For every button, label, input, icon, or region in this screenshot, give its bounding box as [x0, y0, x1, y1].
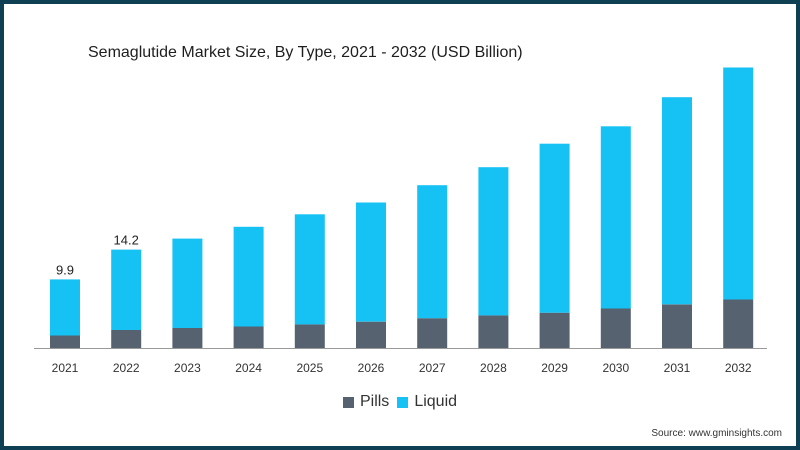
x-tick-label-2022: 2022	[113, 361, 140, 375]
x-tick-label-2028: 2028	[480, 361, 507, 375]
x-tick-label-2026: 2026	[358, 361, 385, 375]
bar-liquid-2031	[662, 97, 692, 305]
bar-pills-2025	[294, 324, 325, 348]
legend-swatch-pills	[342, 396, 354, 408]
data-label-2022: 14.2	[114, 233, 139, 248]
legend-item-pills: Pills	[342, 393, 390, 411]
bar-pills-2030	[600, 308, 631, 348]
bar-liquid-2021	[50, 279, 80, 336]
x-tick-label-2029: 2029	[541, 361, 568, 375]
x-tick-label-2021: 2021	[52, 361, 79, 375]
x-tick-label-2025: 2025	[296, 361, 323, 375]
bars-group	[50, 67, 754, 348]
bar-pills-2031	[662, 304, 692, 348]
bar-pills-2021	[50, 335, 80, 348]
legend-label-pills: Pills	[359, 393, 390, 410]
data-labels: 9.9 14.2	[56, 233, 139, 278]
legend-item-liquid: Liquid	[397, 393, 457, 411]
bar-liquid-2029	[539, 143, 570, 313]
x-tick-label-2023: 2023	[174, 361, 201, 375]
bar-liquid-2022	[111, 249, 142, 330]
data-label-2021: 9.9	[56, 262, 74, 277]
legend-label-liquid: Liquid	[414, 393, 458, 410]
bar-liquid-2030	[600, 126, 631, 309]
x-tick-label-2024: 2024	[235, 361, 262, 375]
x-tick-label-2030: 2030	[602, 361, 629, 375]
bar-pills-2026	[356, 321, 386, 348]
source-note: Source: www.gminsights.com	[651, 428, 782, 439]
bar-liquid-2024	[233, 226, 264, 327]
bar-pills-2024	[233, 326, 264, 348]
x-tick-labels: 2021 2022 2023 2024 2025 2026 2027 2028 2029 2030…	[52, 361, 752, 375]
bar-liquid-2027	[417, 185, 448, 319]
x-tick-label-2031: 2031	[664, 361, 691, 375]
bar-liquid-2032	[723, 67, 754, 300]
chart-title: Semaglutide Market Size, By Type, 2021 -…	[88, 44, 523, 61]
bar-liquid-2025	[294, 214, 325, 325]
bar-pills-2027	[417, 318, 448, 348]
legend-swatch-liquid	[397, 396, 409, 408]
bar-liquid-2028	[478, 167, 509, 316]
bar-liquid-2026	[356, 202, 386, 322]
x-tick-label-2032: 2032	[725, 361, 752, 375]
bar-pills-2032	[723, 299, 754, 348]
x-tick-label-2027: 2027	[419, 361, 446, 375]
bar-pills-2029	[539, 312, 570, 348]
bar-pills-2022	[111, 330, 142, 348]
bar-pills-2023	[172, 327, 203, 348]
bar-liquid-2023	[172, 238, 203, 328]
bar-pills-2028	[478, 315, 509, 348]
legend: Pills Liquid	[0, 393, 800, 411]
